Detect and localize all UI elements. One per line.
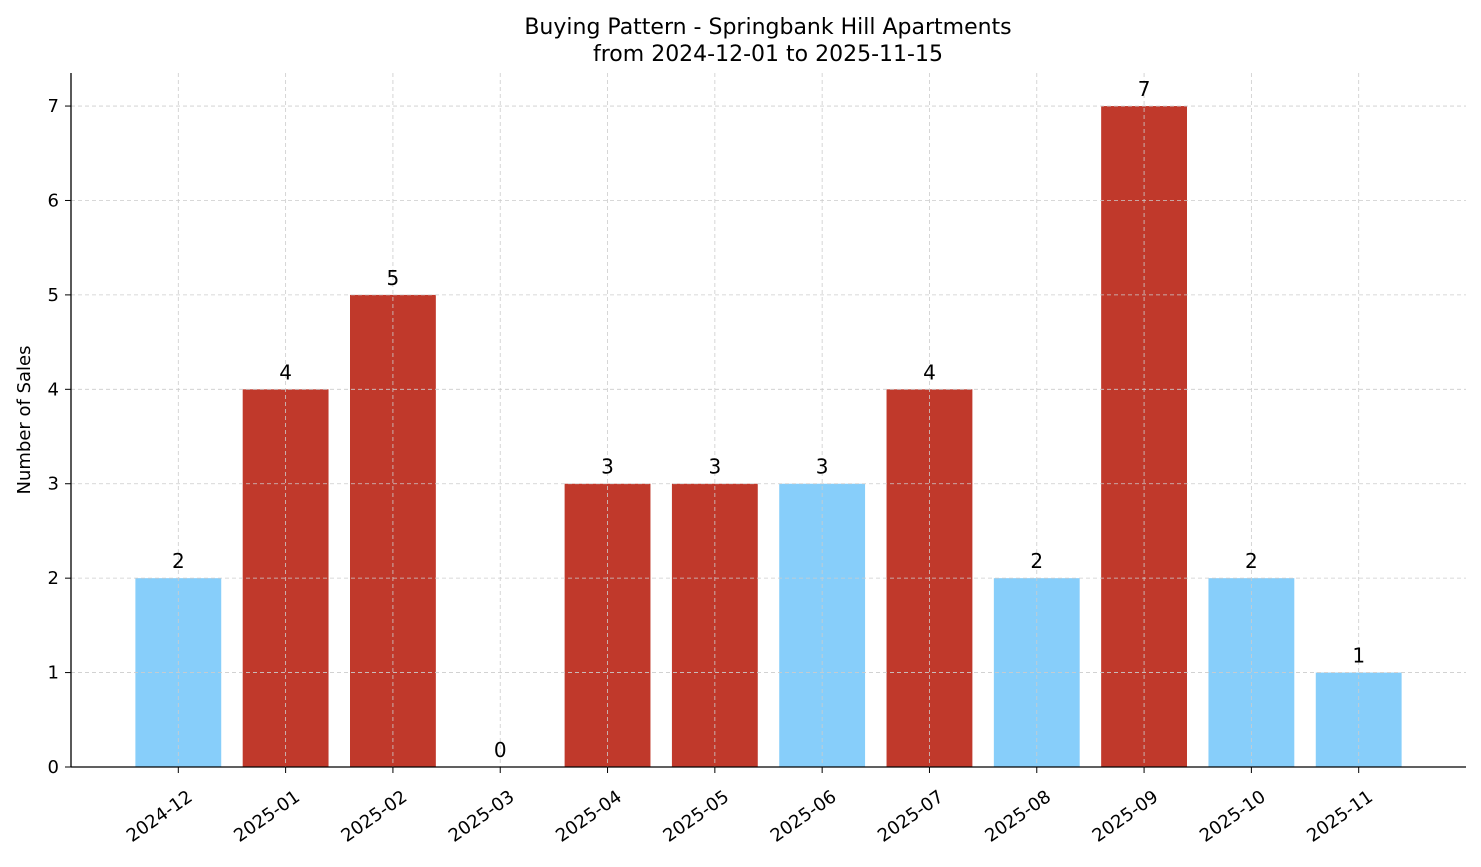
y-tick-label: 5 <box>48 285 59 306</box>
x-tick-label: 2025-02 <box>337 786 411 846</box>
chart-title: Buying Pattern - Springbank Hill Apartme… <box>524 15 1011 40</box>
x-tick-label: 2025-05 <box>659 786 733 846</box>
data-label: 3 <box>708 455 721 479</box>
y-tick-label: 6 <box>48 190 59 211</box>
bar <box>1101 106 1187 768</box>
y-tick-label: 0 <box>48 757 59 778</box>
data-label: 3 <box>816 455 829 479</box>
x-tick-label: 2025-09 <box>1089 786 1163 846</box>
chart-subtitle: from 2024-12-01 to 2025-11-15 <box>593 42 943 67</box>
x-tick-label: 2025-11 <box>1303 786 1377 846</box>
y-tick-label: 1 <box>48 663 59 684</box>
data-label: 4 <box>923 360 936 384</box>
data-label: 4 <box>279 360 292 384</box>
x-tick-label: 2024-12 <box>123 786 197 846</box>
y-tick-label: 2 <box>48 568 59 589</box>
y-tick-label: 4 <box>48 379 59 400</box>
x-tick-label: 2025-03 <box>445 786 519 846</box>
x-tick-label: 2025-01 <box>230 786 304 846</box>
x-tick-label: 2025-06 <box>767 786 841 846</box>
data-label: 1 <box>1352 644 1365 668</box>
data-label: 2 <box>1030 549 1043 573</box>
x-tick-label: 2025-04 <box>552 786 626 846</box>
data-label: 2 <box>172 549 185 573</box>
data-label: 2 <box>1245 549 1258 573</box>
y-axis-label: Number of Sales <box>14 345 35 494</box>
x-tick-label: 2025-07 <box>874 786 948 846</box>
x-tick-label: 2025-08 <box>981 786 1055 846</box>
data-label: 3 <box>601 455 614 479</box>
data-label: 0 <box>494 738 507 762</box>
y-tick-label: 3 <box>48 474 59 495</box>
data-label: 7 <box>1138 77 1151 101</box>
y-tick-label: 7 <box>48 96 59 117</box>
x-tick-label: 2025-10 <box>1196 786 1270 846</box>
data-label: 5 <box>387 266 400 290</box>
